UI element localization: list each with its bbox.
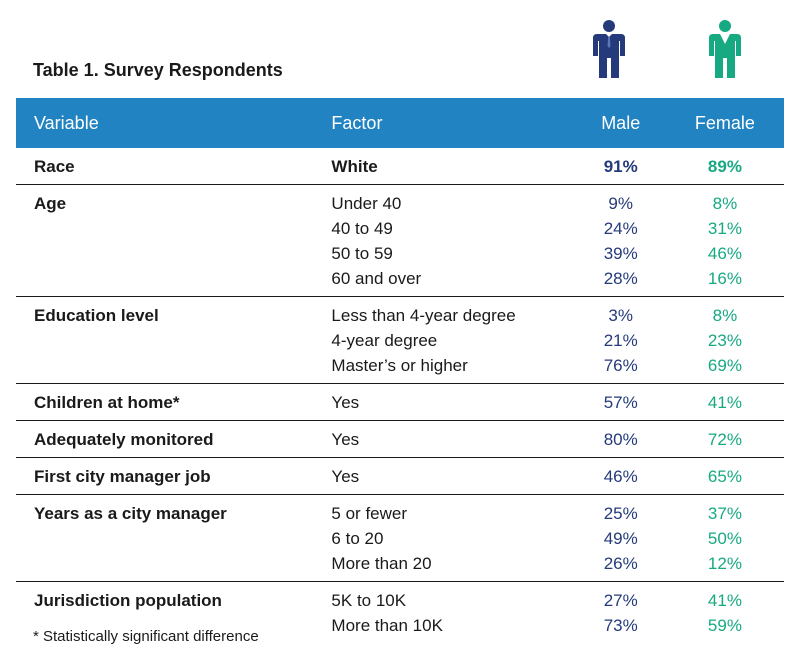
variable-label: Years as a city manager (34, 504, 227, 523)
table-row: Jurisdiction population 5K to 10K 27% 41… (16, 582, 784, 614)
group-years-as-city-manager: Years as a city manager 5 or fewer 25% 3… (16, 495, 784, 582)
male-value: 24% (603, 219, 638, 238)
factor-cell: 60 and over (331, 269, 422, 288)
variable-label: First city manager job (34, 467, 211, 486)
factor-cell: Yes (331, 467, 360, 486)
variable-label: Race (34, 157, 75, 176)
factor-cell: Master’s or higher (331, 356, 468, 375)
header-factor: Factor (331, 112, 383, 133)
table-header-row: Variable Factor Male Female (16, 98, 784, 148)
group-adequately-monitored: Adequately monitored Yes 80% 72% (16, 421, 784, 458)
group-first-city-manager-job: First city manager job Yes 46% 65% (16, 458, 784, 495)
factor-cell: 40 to 49 (331, 219, 393, 238)
group-jurisdiction-population: Jurisdiction population 5K to 10K 27% 41… (16, 582, 784, 644)
factor-cell: 5 or fewer (331, 504, 408, 523)
table-row: Adequately monitored Yes 80% 72% (16, 421, 784, 458)
male-value: 39% (603, 244, 638, 263)
male-value: 26% (603, 554, 638, 573)
table-row: Children at home* Yes 57% 41% (16, 384, 784, 421)
variable-label: Jurisdiction population (34, 591, 222, 610)
female-value: 23% (707, 331, 742, 350)
female-person-icon (707, 20, 743, 85)
female-value: 37% (707, 504, 742, 523)
male-value: 49% (603, 529, 638, 548)
table-row: More than 20 26% 12% (16, 551, 784, 582)
female-value: 8% (712, 194, 738, 213)
female-value: 65% (707, 467, 742, 486)
factor-cell: 50 to 59 (331, 244, 393, 263)
factor-cell: Under 40 (331, 194, 402, 213)
male-value: 3% (608, 306, 633, 325)
table-row: 40 to 49 24% 31% (16, 216, 784, 241)
table-row: Years as a city manager 5 or fewer 25% 3… (16, 495, 784, 527)
group-children-at-home: Children at home* Yes 57% 41% (16, 384, 784, 421)
table-row: 4-year degree 21% 23% (16, 328, 784, 353)
table-row: First city manager job Yes 46% 65% (16, 458, 784, 495)
group-education-level: Education level Less than 4-year degree … (16, 297, 784, 384)
male-value: 21% (603, 331, 638, 350)
factor-cell: Less than 4-year degree (331, 306, 516, 325)
factor-cell: White (331, 157, 378, 176)
table-row: Education level Less than 4-year degree … (16, 297, 784, 329)
header-male: Male (601, 112, 641, 133)
header-variable: Variable (34, 112, 99, 133)
table-row: 60 and over 28% 16% (16, 266, 784, 297)
male-value: 27% (603, 591, 638, 610)
group-age: Age Under 40 9% 8% 40 to 49 24% 31% 50 t… (16, 185, 784, 297)
table-row: Age Under 40 9% 8% (16, 185, 784, 217)
female-value: 41% (707, 591, 742, 610)
female-value: 41% (707, 393, 742, 412)
male-value: 91% (603, 157, 638, 176)
female-value: 8% (712, 306, 738, 325)
group-race: Race White 91% 89% (16, 148, 784, 185)
male-value: 76% (603, 356, 638, 375)
male-value: 57% (603, 393, 638, 412)
male-value: 9% (608, 194, 633, 213)
variable-label: Age (34, 194, 67, 213)
table-row: 6 to 20 49% 50% (16, 526, 784, 551)
footnote: * Statistically significant difference (33, 628, 259, 645)
male-value: 80% (603, 430, 638, 449)
female-value: 59% (707, 616, 742, 635)
table-row: More than 10K 73% 59% (16, 613, 784, 643)
female-value: 69% (707, 356, 742, 375)
survey-table: Variable Factor Male Female Race White 9… (16, 98, 784, 643)
factor-cell: 6 to 20 (331, 529, 384, 548)
female-value: 12% (707, 554, 742, 573)
male-value: 46% (603, 467, 638, 486)
male-person-icon (591, 20, 627, 85)
female-value: 31% (707, 219, 742, 238)
male-value: 28% (603, 269, 638, 288)
female-value: 72% (707, 430, 742, 449)
female-value: 46% (707, 244, 742, 263)
factor-cell: 5K to 10K (331, 591, 407, 610)
female-value: 16% (707, 269, 742, 288)
factor-cell: Yes (331, 430, 360, 449)
variable-label: Adequately monitored (34, 430, 214, 449)
female-value: 89% (707, 157, 742, 176)
male-value: 73% (603, 616, 638, 635)
factor-cell: More than 10K (331, 616, 443, 635)
factor-cell: 4-year degree (331, 331, 438, 350)
table-row: Master’s or higher 76% 69% (16, 353, 784, 384)
factor-cell: More than 20 (331, 554, 432, 573)
table-row: 50 to 59 39% 46% (16, 241, 784, 266)
factor-cell: Yes (331, 393, 360, 412)
male-value: 25% (603, 504, 638, 523)
table-row: Race White 91% 89% (16, 148, 784, 185)
table-title: Table 1. Survey Respondents (33, 60, 283, 80)
variable-label: Children at home* (34, 393, 180, 412)
header-female: Female (694, 112, 755, 133)
variable-label: Education level (34, 306, 159, 325)
female-value: 50% (707, 529, 742, 548)
